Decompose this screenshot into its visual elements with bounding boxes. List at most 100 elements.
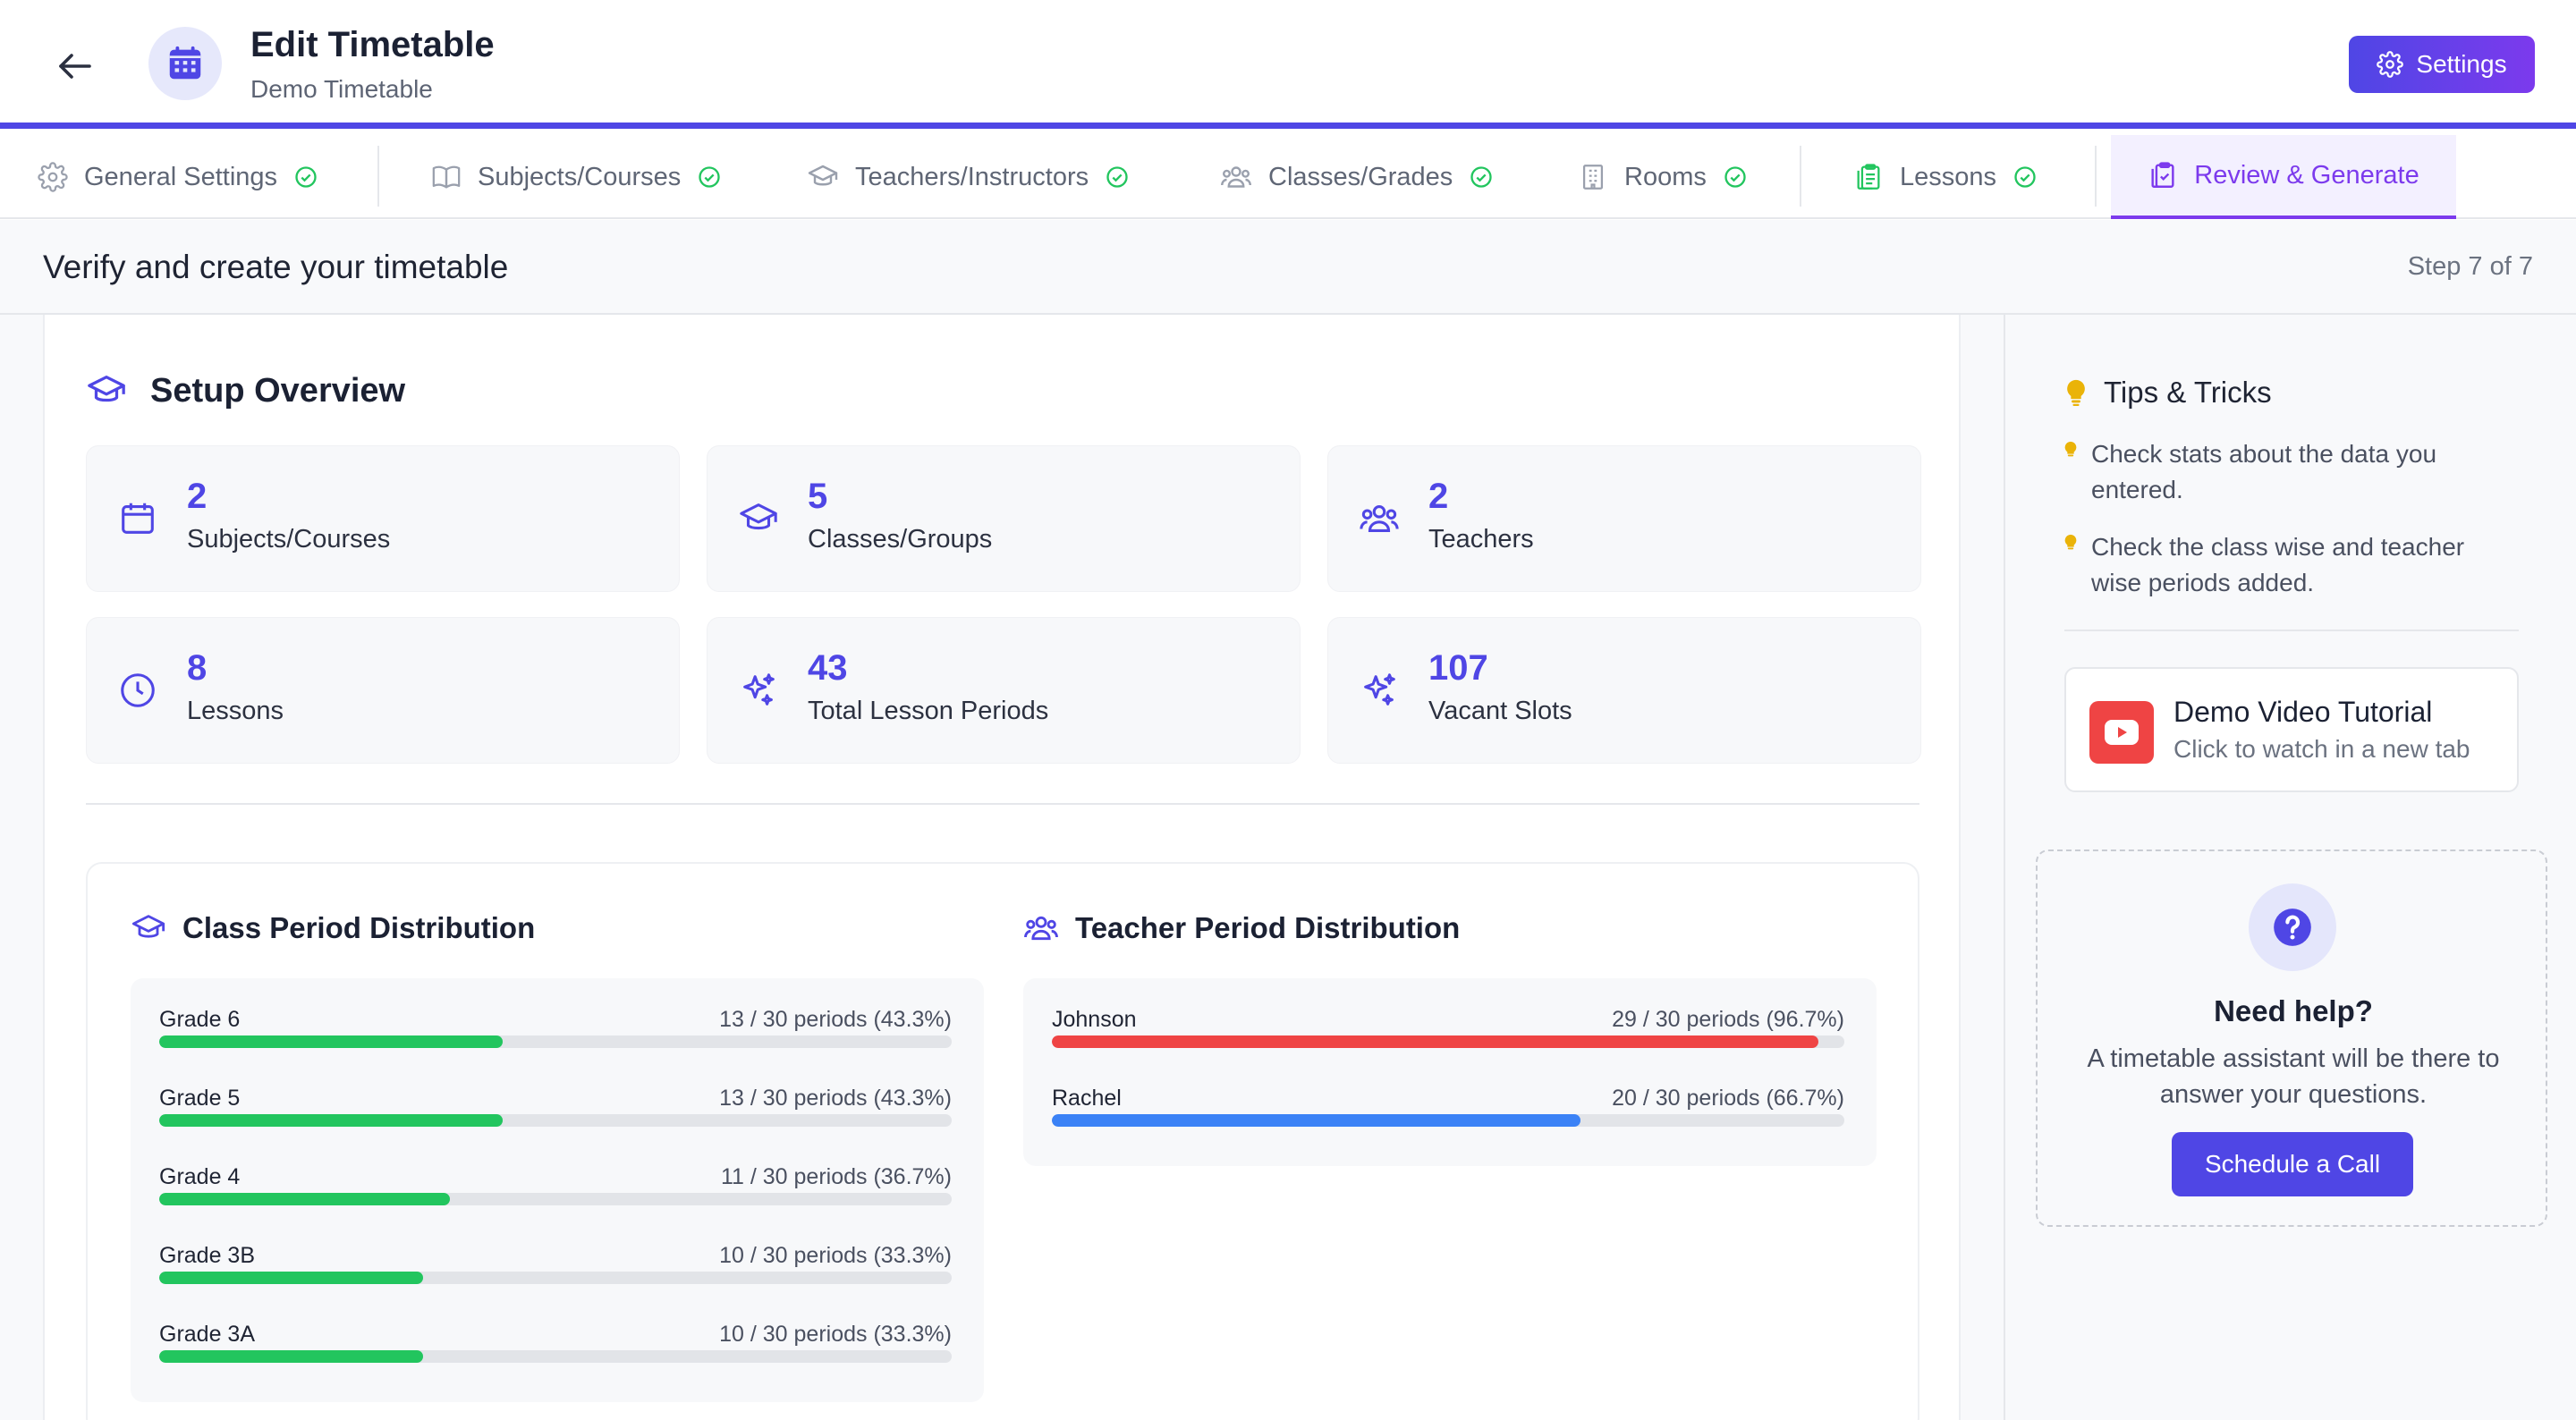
setup-overview-heading: Setup Overview	[86, 370, 405, 411]
class-name: Grade 4	[159, 1164, 241, 1189]
distribution-title: Class Period Distribution	[182, 911, 536, 944]
video-subtitle: Click to watch in a new tab	[2174, 735, 2470, 763]
tab-label: Lessons	[1900, 162, 1997, 191]
class-row-grade-4: Grade 4 11 / 30 periods (36.7%)	[159, 1164, 952, 1218]
check-circle-icon	[699, 166, 720, 188]
progress-fill	[159, 1035, 503, 1048]
step-tabs: General Settings Subjects/Courses Teache…	[0, 135, 2576, 219]
progress-fill	[159, 1114, 503, 1127]
settings-button[interactable]: Settings	[2349, 36, 2535, 93]
page-title: Edit Timetable	[250, 25, 495, 64]
progress-fill	[159, 1193, 451, 1205]
tab-subjects-courses[interactable]: Subjects/Courses	[431, 135, 722, 219]
stat-label: Classes/Groups	[808, 525, 993, 554]
timetable-avatar	[148, 27, 222, 100]
demo-video-link[interactable]: Demo Video Tutorial Click to watch in a …	[2064, 667, 2519, 792]
tips-title: Tips & Tricks	[2104, 376, 2272, 409]
lightbulb-icon	[2064, 441, 2077, 457]
stat-value: 5	[808, 477, 828, 516]
teacher-distribution-list: Johnson 29 / 30 periods (96.7%) Rachel 2…	[1023, 978, 1877, 1166]
stat-value: 2	[187, 477, 208, 516]
stat-value: 8	[187, 648, 208, 688]
tab-label: Classes/Grades	[1268, 162, 1453, 191]
section-title: Setup Overview	[150, 371, 406, 410]
building-icon	[1582, 165, 1604, 190]
progress-track	[1052, 1035, 1844, 1048]
graduation-cap-icon	[740, 503, 777, 530]
clock-icon	[121, 673, 155, 707]
progress-track	[159, 1035, 952, 1048]
graduation-cap-icon	[808, 165, 838, 186]
tip-item: Check stats about the data you entered.	[2061, 436, 2508, 508]
settings-button-label: Settings	[2416, 50, 2507, 78]
help-title: Need help?	[2214, 994, 2373, 1027]
tab-teachers-instructors[interactable]: Teachers/Instructors	[807, 135, 1130, 219]
tab-lessons[interactable]: Lessons	[1853, 135, 2038, 219]
distribution-panel: Class Period Distribution Grade 6 13 / 3…	[86, 862, 1919, 1420]
sparkles-icon	[743, 673, 775, 706]
step-title: Verify and create your timetable	[43, 249, 509, 285]
step-bar: Verify and create your timetable Step 7 …	[0, 220, 2576, 315]
tab-label: Teachers/Instructors	[855, 162, 1089, 191]
stat-value: 2	[1428, 477, 1449, 516]
question-icon	[2249, 883, 2336, 971]
youtube-icon	[2089, 701, 2154, 764]
class-name: Grade 3B	[159, 1243, 256, 1268]
progress-track	[159, 1114, 952, 1127]
stat-label: Teachers	[1428, 525, 1534, 554]
tab-label: Review & Generate	[2194, 160, 2419, 190]
divider	[2064, 630, 2519, 631]
progress-track	[159, 1272, 952, 1284]
class-row-grade-3b: Grade 3B 10 / 30 periods (33.3%)	[159, 1243, 952, 1297]
progress-track	[159, 1193, 952, 1205]
teacher-periods: 29 / 30 periods (96.7%)	[1612, 1007, 1844, 1032]
app-header: Edit Timetable Demo Timetable Settings	[0, 0, 2576, 129]
need-help-card: Need help? A timetable assistant will be…	[2036, 849, 2547, 1227]
clipboard-list-icon	[1857, 164, 1880, 190]
progress-fill	[1052, 1114, 1580, 1127]
check-circle-icon	[1470, 166, 1492, 188]
back-button[interactable]	[54, 45, 97, 88]
progress-track	[159, 1350, 952, 1363]
users-icon	[1221, 166, 1251, 188]
teacher-periods: 20 / 30 periods (66.7%)	[1612, 1086, 1844, 1111]
stat-label: Vacant Slots	[1428, 697, 1572, 725]
graduation-cap-icon	[88, 376, 125, 402]
schedule-call-button[interactable]: Schedule a Call	[2172, 1132, 2413, 1196]
users-icon	[1360, 505, 1399, 532]
step-counter: Step 7 of 7	[2407, 252, 2533, 281]
calendar-icon	[169, 46, 201, 80]
main-area: Setup Overview 2 Subjects/Courses 5 Clas…	[0, 315, 2004, 1420]
tab-classes-grades[interactable]: Classes/Grades	[1220, 135, 1494, 219]
tab-rooms[interactable]: Rooms	[1578, 135, 1748, 219]
tab-general-settings[interactable]: General Settings	[38, 135, 318, 219]
teacher-name: Johnson	[1052, 1007, 1137, 1032]
tab-review-generate[interactable]: Review & Generate	[2111, 135, 2456, 219]
page-subtitle: Demo Timetable	[250, 75, 433, 103]
help-sidebar: Tips & Tricks Check stats about the data…	[2004, 315, 2576, 1420]
teacher-name: Rachel	[1052, 1086, 1122, 1111]
clipboard-check-icon	[2151, 162, 2174, 188]
help-text: A timetable assistant will be there to a…	[2087, 1044, 2500, 1109]
tab-label: Subjects/Courses	[478, 162, 682, 191]
users-icon	[1024, 916, 1058, 941]
class-distribution-heading: Class Period Distribution	[131, 910, 535, 946]
review-card: Setup Overview 2 Subjects/Courses 5 Clas…	[43, 315, 1961, 1420]
graduation-cap-icon	[131, 915, 165, 938]
calendar-icon	[122, 503, 154, 534]
gear-icon	[38, 162, 68, 192]
stat-label: Total Lesson Periods	[808, 697, 1049, 725]
progress-track	[1052, 1114, 1844, 1127]
check-circle-icon	[1724, 166, 1746, 188]
class-distribution-list: Grade 6 13 / 30 periods (43.3%) Grade 5 …	[131, 978, 984, 1402]
stat-value: 107	[1428, 648, 1488, 688]
stat-card-vacant-slots: 107 Vacant Slots	[1327, 617, 1921, 764]
lightbulb-icon	[2067, 379, 2085, 407]
class-periods: 13 / 30 periods (43.3%)	[719, 1086, 952, 1111]
class-name: Grade 5	[159, 1086, 241, 1111]
class-name: Grade 3A	[159, 1322, 256, 1347]
check-circle-icon	[1106, 166, 1128, 188]
check-circle-icon	[295, 166, 317, 188]
tip-item: Check the class wise and teacher wise pe…	[2061, 529, 2508, 601]
stat-label: Subjects/Courses	[187, 525, 391, 554]
